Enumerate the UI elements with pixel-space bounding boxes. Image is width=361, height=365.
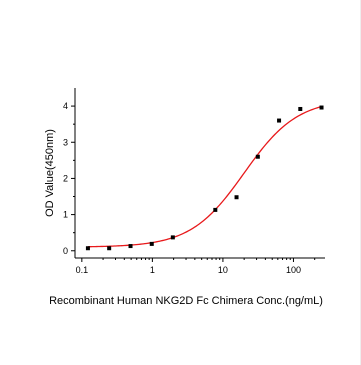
y-tick-label: 0 (63, 246, 68, 256)
y-tick-label: 3 (63, 137, 68, 147)
y-tick-label: 4 (63, 101, 68, 111)
fit-curve (87, 105, 322, 248)
y-axis-title: OD Value(450nm) (44, 129, 56, 217)
data-point (319, 105, 324, 110)
y-tick-label: 2 (63, 173, 68, 183)
data-points (85, 105, 324, 251)
x-tick-label: 10 (218, 265, 228, 275)
x-tick-label: 100 (286, 265, 301, 275)
x-tick-label: 0.1 (76, 265, 89, 275)
x-tick-label: 1 (150, 265, 155, 275)
axes (74, 88, 325, 259)
data-point (149, 241, 154, 246)
x-axis-title: Recombinant Human NKG2D Fc Chimera Conc.… (49, 295, 323, 307)
y-ticks: 0 1 2 3 4 (63, 101, 75, 256)
data-point (234, 195, 239, 200)
data-point (255, 154, 260, 159)
data-point (170, 235, 175, 240)
y-tick-label: 1 (63, 210, 68, 220)
data-point (85, 246, 90, 251)
data-point (298, 106, 303, 111)
data-point (128, 244, 133, 249)
data-point (107, 246, 112, 251)
data-point (277, 118, 282, 123)
x-ticks: 0.1 1 10 100 (76, 258, 316, 275)
fit-curve-group (87, 105, 322, 248)
data-point (213, 207, 218, 212)
